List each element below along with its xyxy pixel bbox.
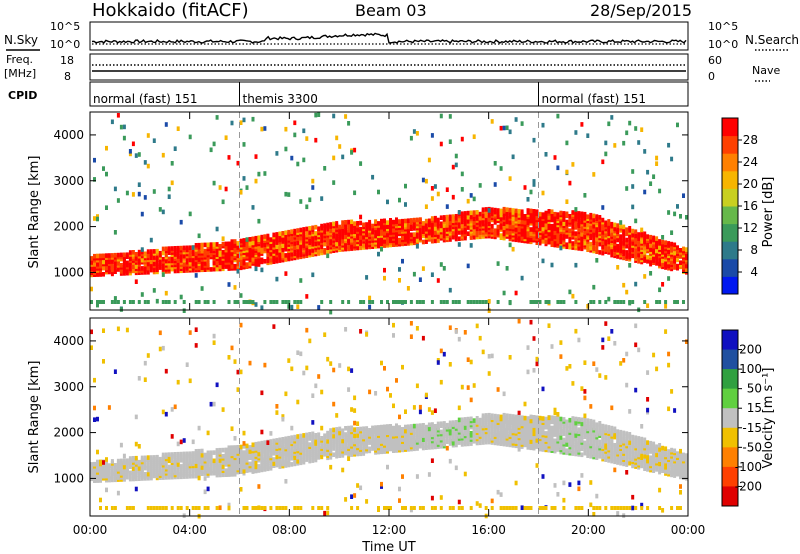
colorbar-swatch bbox=[722, 241, 738, 260]
nave-label: Nave bbox=[752, 64, 780, 77]
cpid-label: CPID bbox=[8, 89, 37, 102]
colorbar-swatch bbox=[722, 349, 738, 370]
y-tick-label: 3000 bbox=[53, 380, 84, 394]
colorbar-tick-label: 28 bbox=[743, 133, 758, 147]
colorbar-swatch bbox=[722, 427, 738, 448]
colorbar-tick-label: 12 bbox=[743, 221, 758, 235]
colorbar-swatch bbox=[722, 118, 738, 137]
velocity-panel: 1000 2000 3000 4000 Slant Range [km] 200 100… bbox=[27, 317, 776, 519]
velocity-colorbar-label: Velocity [m s⁻¹] bbox=[761, 368, 776, 469]
colorbar-tick-label: 20 bbox=[743, 177, 758, 191]
colorbar-swatch bbox=[722, 276, 738, 295]
colorbar-tick-label: 4 bbox=[750, 265, 758, 279]
nsky-label: N.Sky bbox=[4, 33, 38, 47]
colorbar-swatch bbox=[722, 188, 738, 207]
nave-tick-bottom: 0 bbox=[708, 70, 715, 83]
freq-label: Freq. bbox=[6, 53, 33, 66]
colorbar-swatch bbox=[722, 206, 738, 225]
power-panel: 1000 2000 3000 4000 Slant Range [km] 4 8 12 16… bbox=[27, 111, 776, 315]
colorbar-tick-label: -200 bbox=[735, 479, 762, 493]
x-tick-label: 00:00 bbox=[671, 523, 706, 537]
power-colorbar-label: Power [dB] bbox=[761, 177, 776, 248]
colorbar-tick-label: 24 bbox=[743, 155, 758, 169]
x-axis-label: Time UT bbox=[361, 540, 415, 554]
colorbar-tick-label: 8 bbox=[750, 243, 758, 257]
colorbar-swatch bbox=[722, 135, 738, 154]
x-tick-label: 16:00 bbox=[471, 523, 506, 537]
colorbar-tick-label: 16 bbox=[743, 199, 758, 213]
x-tick-label: 00:00 bbox=[73, 523, 108, 537]
y-tick-label: 4000 bbox=[53, 334, 84, 348]
colorbar-swatch bbox=[722, 369, 738, 390]
cpid-segment-label: normal (fast) 151 bbox=[93, 92, 197, 106]
date-title: 28/Sep/2015 bbox=[590, 1, 692, 20]
freq-panel: Freq. [MHz] 18 8 60 0 Nave bbox=[4, 53, 780, 83]
noise-left-tick-bottom: 10^0 bbox=[50, 38, 80, 51]
beam-title: Beam 03 bbox=[355, 1, 427, 20]
colorbar-tick-label: -50 bbox=[742, 440, 762, 454]
noise-trace bbox=[91, 32, 687, 45]
y-tick-label: 2000 bbox=[53, 220, 84, 234]
noise-panel: N.Sky 10^5 10^0 10^5 10^0 N.Search bbox=[4, 20, 799, 51]
freq-tick-bottom: 8 bbox=[64, 70, 71, 83]
y-tick-label: 2000 bbox=[53, 426, 84, 440]
noise-right-tick-top: 10^5 bbox=[708, 20, 738, 33]
nsearch-label: N.Search bbox=[745, 33, 799, 47]
colorbar-tick-label: 50 bbox=[747, 382, 762, 396]
colorbar-swatch bbox=[722, 486, 738, 507]
noise-right-tick-bottom: 10^0 bbox=[708, 38, 738, 51]
colorbar-swatch bbox=[722, 153, 738, 172]
colorbar-swatch bbox=[722, 258, 738, 277]
colorbar-swatch bbox=[722, 388, 738, 409]
colorbar-tick-label: 100 bbox=[739, 362, 762, 376]
colorbar-swatch bbox=[722, 330, 738, 351]
y-tick-label: 1000 bbox=[53, 471, 84, 485]
power-ylabel: Slant Range [km] bbox=[27, 156, 42, 269]
colorbar-tick-label: -15 bbox=[742, 421, 762, 435]
colorbar-frame bbox=[721, 329, 739, 507]
cpid-segment-label: themis 3300 bbox=[243, 92, 318, 106]
cpid-segment-label: normal (fast) 151 bbox=[542, 92, 646, 106]
colorbar-tick-label: 15 bbox=[747, 401, 762, 415]
x-tick-label: 08:00 bbox=[272, 523, 307, 537]
velocity-ylabel: Slant Range [km] bbox=[27, 361, 42, 474]
x-tick-label: 12:00 bbox=[372, 523, 407, 537]
colorbar-tick-label: -100 bbox=[735, 460, 762, 474]
colorbar-swatch bbox=[722, 466, 738, 487]
freq-unit-label: [MHz] bbox=[4, 67, 36, 80]
colorbar-swatch bbox=[722, 170, 738, 189]
nave-tick-top: 60 bbox=[708, 54, 722, 67]
x-tick-label: 20:00 bbox=[571, 523, 606, 537]
y-tick-label: 3000 bbox=[53, 174, 84, 188]
y-tick-label: 4000 bbox=[53, 128, 84, 142]
colorbar-swatch bbox=[722, 447, 738, 468]
x-tick-label: 04:00 bbox=[172, 523, 207, 537]
colorbar-tick-label: 200 bbox=[739, 343, 762, 357]
freq-tick-top: 18 bbox=[60, 54, 74, 67]
colorbar-swatch bbox=[722, 223, 738, 242]
cpid-panel: CPID normal (fast) 151 themis 3300 normal … bbox=[8, 81, 689, 107]
y-tick-label: 1000 bbox=[53, 265, 84, 279]
colorbar-swatch bbox=[722, 408, 738, 429]
noise-left-tick-top: 10^5 bbox=[50, 20, 80, 33]
station-title: Hokkaido (fitACF) bbox=[92, 0, 249, 21]
noise-sky-line bbox=[91, 32, 687, 44]
